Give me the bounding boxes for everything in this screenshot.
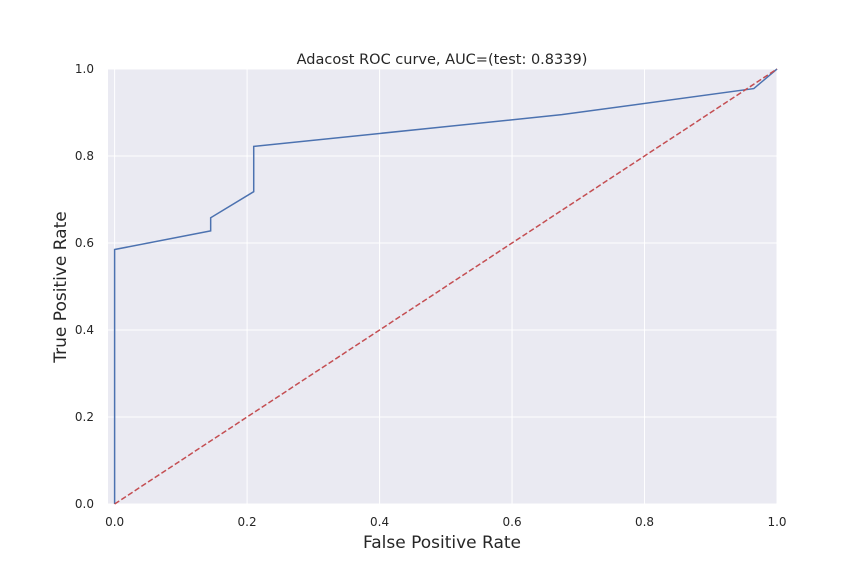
x-tick-label: 1.0 [767,515,786,529]
x-tick-label: 0.8 [635,515,654,529]
y-tick-label: 1.0 [75,62,94,76]
chart-title: Adacost ROC curve, AUC=(test: 0.8339) [297,52,588,68]
roc-curve-line [113,68,778,504]
y-tick-label: 0.6 [75,236,94,250]
x-axis-label: False Positive Rate [363,533,521,553]
grid [108,68,778,505]
y-tick-label: 0.8 [75,149,94,163]
x-tick-label: 0.2 [238,515,257,529]
series-layer [113,68,778,505]
y-tick-label: 0.2 [75,410,94,424]
y-axis-label: True Positive Rate [51,211,71,363]
y-tick-label: 0.4 [75,323,94,337]
x-tick-label: 0.6 [503,515,522,529]
y-tick-labels: 0.0 0.2 0.4 0.6 0.8 1.0 [75,62,94,511]
x-tick-label: 0.0 [105,515,124,529]
x-tick-label: 0.4 [370,515,389,529]
x-tick-labels: 0.0 0.2 0.4 0.6 0.8 1.0 [105,515,786,529]
chance-diagonal-line [114,68,778,505]
y-tick-label: 0.0 [75,497,94,511]
